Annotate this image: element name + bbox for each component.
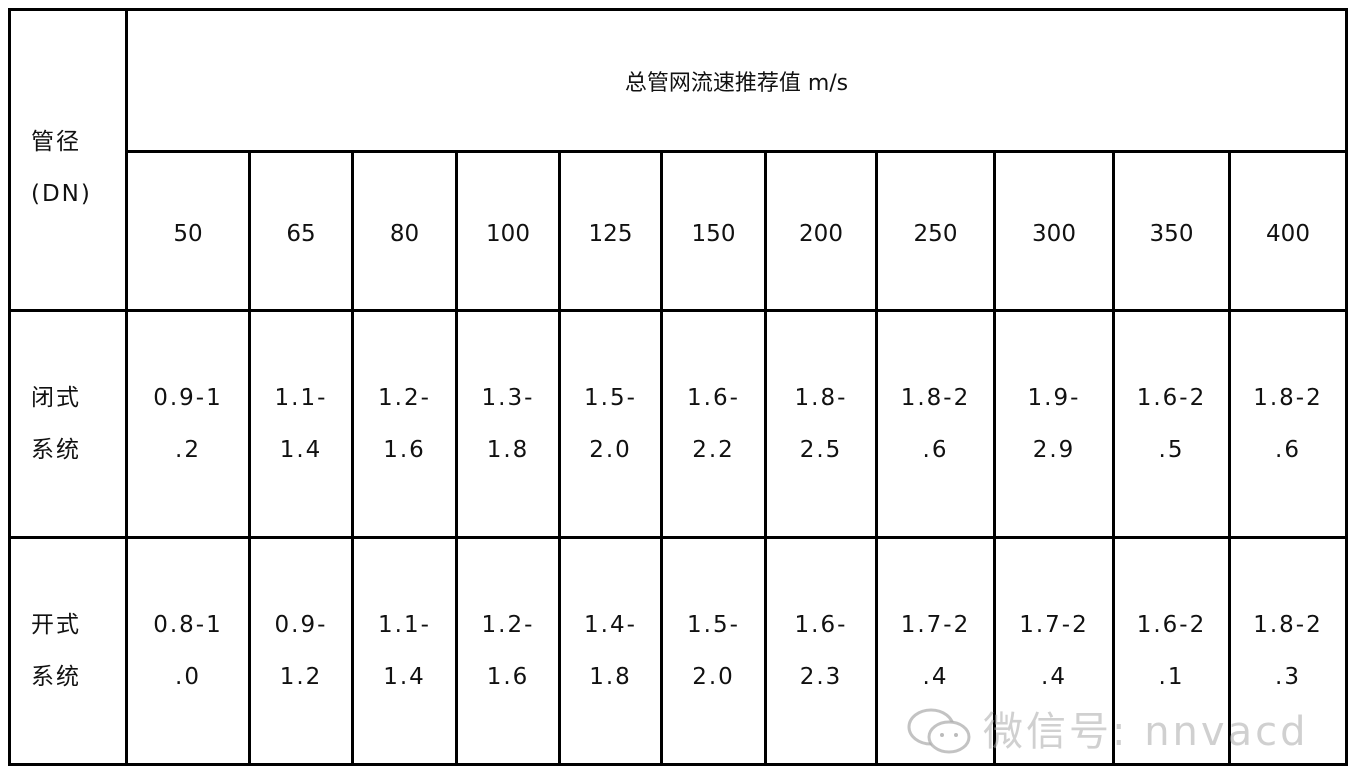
- velocity-cell: 1.3- 1.8: [455, 309, 561, 539]
- row-label-line: 闭式: [31, 385, 81, 411]
- velocity-value-line: .3: [1275, 664, 1301, 690]
- velocity-cell: 1.9- 2.9: [993, 309, 1115, 539]
- velocity-value-line: 1.4-: [584, 612, 637, 638]
- velocity-value-line: 1.6-2: [1136, 385, 1207, 411]
- velocity-cell: 0.8-1 .0: [125, 536, 251, 766]
- velocity-value-line: 1.8-2: [1253, 612, 1323, 638]
- diameter-cell: 125: [558, 150, 663, 312]
- velocity-cell: 1.2- 1.6: [351, 309, 458, 539]
- velocity-value-line: 1.8-: [794, 385, 848, 411]
- row-label: 闭式 系统: [8, 309, 128, 539]
- velocity-value-line: 1.3-: [481, 385, 535, 411]
- velocity-cell: 1.4- 1.8: [558, 536, 663, 766]
- velocity-cell: 1.6-2 .1: [1112, 536, 1231, 766]
- velocity-cell: 1.7-2 .4: [875, 536, 996, 766]
- velocity-cell: 1.5- 2.0: [558, 309, 663, 539]
- velocity-value-line: .6: [922, 437, 949, 463]
- velocity-value-line: 1.5-: [687, 612, 740, 638]
- velocity-value-line: .6: [1275, 437, 1301, 463]
- diameter-cell: 300: [993, 150, 1115, 312]
- velocity-value-line: 1.1-: [274, 385, 328, 411]
- table-title: 总管网流速推荐值 m/s: [125, 8, 1348, 153]
- velocity-cell: 0.9-1 .2: [125, 309, 251, 539]
- diameter-cell: 100: [455, 150, 561, 312]
- velocity-value-line: 1.9-: [1027, 385, 1081, 411]
- row-header-pipe-diameter: 管径 (DN): [8, 8, 128, 312]
- velocity-value-line: 2.0: [589, 437, 632, 463]
- velocity-cell: 1.8-2 .3: [1228, 536, 1348, 766]
- velocity-cell: 1.6- 2.3: [764, 536, 878, 766]
- velocity-cell: 1.1- 1.4: [351, 536, 458, 766]
- velocity-cell: 1.7-2 .4: [993, 536, 1115, 766]
- velocity-value-line: 1.6: [486, 664, 530, 690]
- diameter-cell: 50: [125, 150, 251, 312]
- velocity-cell: 1.8- 2.5: [764, 309, 878, 539]
- velocity-value-line: .4: [922, 664, 949, 690]
- velocity-value-line: .0: [175, 664, 201, 690]
- velocity-value-line: 1.8-2: [1253, 385, 1323, 411]
- diameter-cell: 400: [1228, 150, 1348, 312]
- row-label: 开式 系统: [8, 536, 128, 766]
- velocity-value-line: .5: [1158, 437, 1185, 463]
- velocity-value-line: 2.3: [799, 664, 843, 690]
- diameter-row: 50 65 80 100 125 150 200 250 300 350 400: [10, 150, 1348, 312]
- velocity-cell: 1.8-2 .6: [875, 309, 996, 539]
- velocity-value-line: 1.2-: [481, 612, 535, 638]
- velocity-value-line: 1.6-: [687, 385, 740, 411]
- velocity-cell: 1.6- 2.2: [660, 309, 767, 539]
- diameter-cell: 250: [875, 150, 996, 312]
- velocity-value-line: 1.2: [279, 664, 323, 690]
- velocity-value-line: 2.5: [799, 437, 843, 463]
- velocity-value-line: .1: [1158, 664, 1185, 690]
- velocity-value-line: 1.5-: [584, 385, 637, 411]
- velocity-value-line: 1.2-: [378, 385, 431, 411]
- velocity-value-line: 0.9-1: [153, 385, 223, 411]
- diameter-cell: 150: [660, 150, 767, 312]
- row-label-line: 系统: [31, 437, 81, 463]
- open-system-row: 开式 系统 0.8-1.0 0.9- 1.2 1.1- 1.4 1.2- 1.6 1.4- 1.8 1…: [8, 536, 1348, 766]
- velocity-value-line: 2.2: [692, 437, 735, 463]
- diameter-cell: 80: [351, 150, 458, 312]
- velocity-cell: 1.1- 1.4: [248, 309, 354, 539]
- diameter-cell: 200: [764, 150, 878, 312]
- diameter-cell: 65: [248, 150, 354, 312]
- velocity-value-line: 1.6: [383, 437, 426, 463]
- velocity-cell: 1.2- 1.6: [455, 536, 561, 766]
- closed-system-row: 闭式 系统 0.9-1.2 1.1- 1.4 1.2- 1.6 1.3- 1.8 1.5- 2.0 1…: [8, 309, 1348, 539]
- velocity-value-line: 1.7-2: [900, 612, 971, 638]
- row-label-line: 开式: [31, 612, 81, 638]
- velocity-value-line: 2.9: [1032, 437, 1076, 463]
- velocity-value-line: 1.6-2: [1136, 612, 1207, 638]
- diameter-cell: 350: [1112, 150, 1231, 312]
- velocity-value-line: 1.7-2: [1019, 612, 1089, 638]
- velocity-value-line: 0.8-1: [153, 612, 223, 638]
- flow-velocity-table: 管径 (DN) 总管网流速推荐值 m/s 50 65 80 100 125 150 200 2…: [8, 8, 1348, 766]
- velocity-value-line: 0.9-: [274, 612, 328, 638]
- velocity-value-line: 1.6-: [794, 612, 848, 638]
- velocity-value-line: 2.0: [692, 664, 735, 690]
- velocity-value-line: .4: [1041, 664, 1067, 690]
- label-dn: (DN): [31, 181, 92, 207]
- velocity-value-line: 1.4: [279, 437, 323, 463]
- velocity-cell: 1.6-2 .5: [1112, 309, 1231, 539]
- velocity-value-line: 1.1-: [378, 612, 431, 638]
- header-row: 管径 (DN) 总管网流速推荐值 m/s: [8, 8, 1348, 312]
- velocity-value-line: 1.8-2: [900, 385, 971, 411]
- velocity-value-line: 1.8: [486, 437, 530, 463]
- label-pipe-diameter: 管径: [31, 129, 81, 155]
- velocity-cell: 1.5- 2.0: [660, 536, 767, 766]
- velocity-cell: 0.9- 1.2: [248, 536, 354, 766]
- row-label-line: 系统: [31, 664, 81, 690]
- velocity-value-line: .2: [175, 437, 201, 463]
- velocity-value-line: 1.4: [383, 664, 426, 690]
- velocity-cell: 1.8-2 .6: [1228, 309, 1348, 539]
- velocity-value-line: 1.8: [589, 664, 632, 690]
